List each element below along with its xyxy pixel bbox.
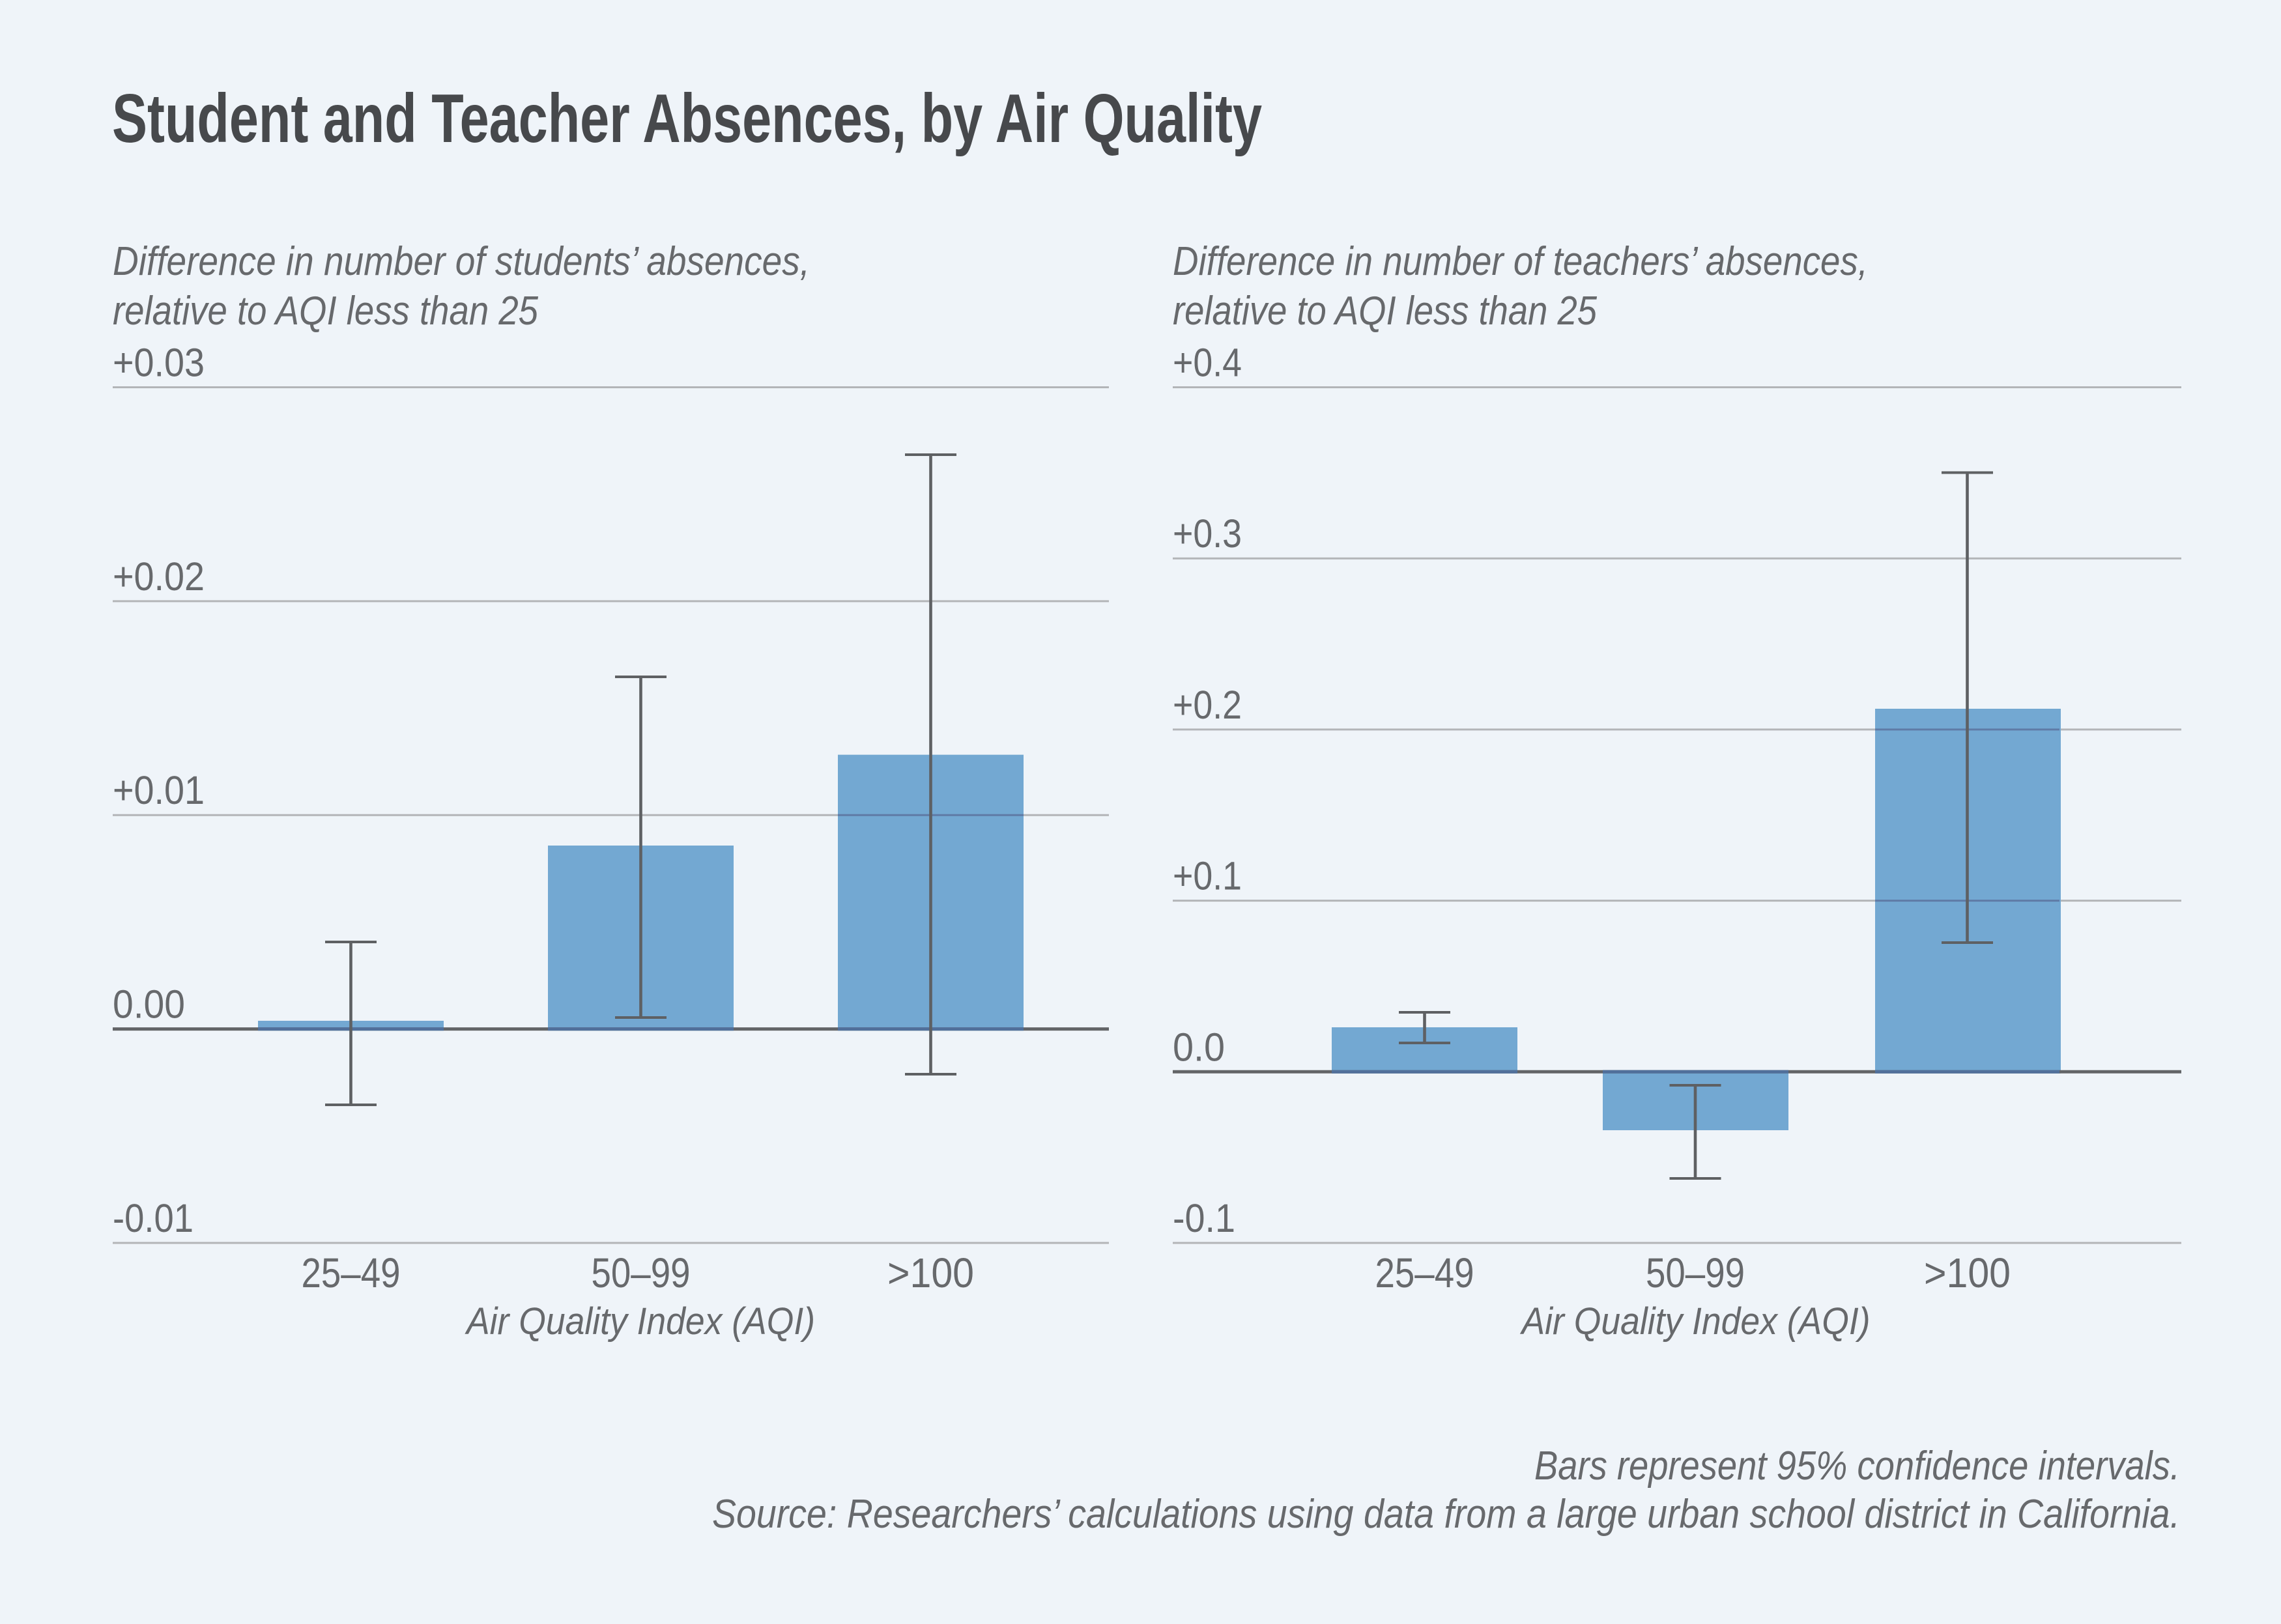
svg-text:+0.1: +0.1 (1173, 854, 1242, 898)
svg-text:25–49: 25–49 (302, 1249, 401, 1296)
svg-text:+0.03: +0.03 (113, 341, 205, 385)
svg-text:relative to AQI less than 25: relative to AQI less than 25 (113, 289, 538, 334)
svg-text:relative to AQI less than 25: relative to AQI less than 25 (1173, 289, 1597, 334)
svg-text:Air Quality Index (AQI): Air Quality Index (AQI) (1520, 1300, 1871, 1343)
svg-text:50–99: 50–99 (1646, 1249, 1745, 1296)
svg-text:Difference in number of studen: Difference in number of students’ absenc… (113, 239, 810, 284)
svg-text:+0.4: +0.4 (1173, 341, 1242, 385)
svg-text:>100: >100 (1924, 1249, 2011, 1296)
svg-text:+0.3: +0.3 (1173, 511, 1242, 556)
svg-text:Difference in number of teache: Difference in number of teachers’ absenc… (1173, 239, 1868, 284)
svg-text:50–99: 50–99 (592, 1249, 691, 1296)
svg-text:-0.01: -0.01 (113, 1196, 194, 1240)
svg-text:Student and Teacher Absences,: Student and Teacher Absences, by Air Qua… (112, 80, 1262, 157)
svg-text:25–49: 25–49 (1375, 1249, 1474, 1296)
svg-text:Air Quality Index (AQI): Air Quality Index (AQI) (465, 1300, 815, 1343)
svg-text:0.00: 0.00 (113, 982, 185, 1027)
svg-text:0.0: 0.0 (1173, 1025, 1225, 1069)
svg-text:+0.02: +0.02 (113, 554, 205, 599)
svg-text:>100: >100 (887, 1249, 974, 1296)
svg-text:+0.2: +0.2 (1173, 683, 1242, 727)
svg-text:Bars represent 95% confidence: Bars represent 95% confidence intervals. (1534, 1444, 2180, 1489)
svg-text:+0.01: +0.01 (113, 768, 205, 812)
svg-text:Source: Researchers’ calculati: Source: Researchers’ calculations using … (712, 1492, 2180, 1537)
svg-text:-0.1: -0.1 (1173, 1196, 1235, 1240)
